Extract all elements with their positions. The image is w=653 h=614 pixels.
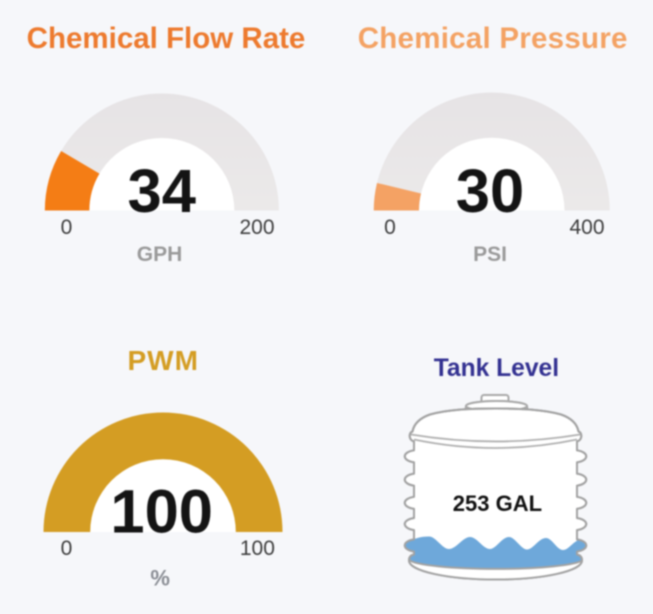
svg-text:100: 100 bbox=[110, 478, 213, 547]
svg-text:Tank Level: Tank Level bbox=[434, 355, 559, 382]
svg-text:PWM: PWM bbox=[127, 345, 198, 376]
svg-text:34: 34 bbox=[127, 157, 195, 226]
svg-text:400: 400 bbox=[569, 216, 604, 239]
svg-text:0: 0 bbox=[61, 537, 73, 560]
svg-text:253 GAL: 253 GAL bbox=[453, 491, 542, 516]
svg-text:PSI: PSI bbox=[473, 243, 507, 266]
svg-text:30: 30 bbox=[456, 157, 524, 226]
svg-text:100: 100 bbox=[240, 537, 275, 560]
svg-text:GPH: GPH bbox=[137, 243, 183, 266]
svg-text:%: % bbox=[150, 566, 170, 591]
svg-text:Chemical Pressure: Chemical Pressure bbox=[358, 22, 628, 55]
svg-text:0: 0 bbox=[61, 216, 73, 239]
svg-text:0: 0 bbox=[384, 216, 396, 239]
svg-text:200: 200 bbox=[239, 216, 274, 239]
svg-text:Chemical Flow Rate: Chemical Flow Rate bbox=[27, 22, 306, 55]
